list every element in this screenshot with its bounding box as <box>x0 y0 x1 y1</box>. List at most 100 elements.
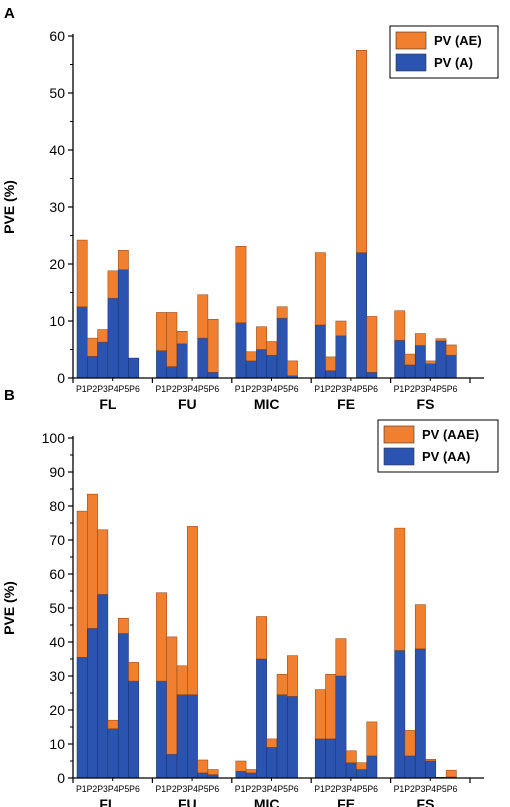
bar-FL-p1-bottom <box>76 657 88 779</box>
bar-FS-p4-top <box>425 360 437 364</box>
bar-FL-p4-bottom <box>107 728 119 779</box>
sub-label-MIC: P1P2P3P4P5P6 <box>235 784 299 795</box>
bar-MIC-p1-top <box>235 760 247 772</box>
group-label-MIC: MIC <box>254 396 280 412</box>
bar-FL-p5-top <box>117 617 129 634</box>
bar-FU-p1-bottom <box>156 680 167 779</box>
bar-FS-p4-bottom <box>425 363 437 379</box>
group-label-FS: FS <box>417 796 435 807</box>
bar-FL-p6-top <box>128 662 140 682</box>
bar-FE-p3-bottom <box>335 675 347 779</box>
bar-FS-p3-bottom <box>414 345 426 379</box>
y-tick-label: 30 <box>49 668 65 684</box>
bar-MIC-p6-top <box>287 655 298 697</box>
bar-FU-p5-bottom <box>197 772 209 779</box>
bar-MIC-p3-top <box>256 326 267 350</box>
y-tick-label: 90 <box>49 464 65 480</box>
sub-label-FU: P1P2P3P4P5P6 <box>155 784 219 795</box>
group-label-FU: FU <box>178 796 197 807</box>
bar-FE-p5-top <box>356 762 367 770</box>
bar-FU-p3-top <box>176 665 188 695</box>
bar-MIC-p3-bottom <box>256 658 267 779</box>
y-tick-label: 50 <box>49 600 65 616</box>
bar-FL-p5-bottom <box>117 269 129 379</box>
group-label-FS: FS <box>417 396 435 412</box>
bar-FE-p3-top <box>335 320 347 337</box>
bar-FE-p3-bottom <box>335 335 347 379</box>
bar-FE-p2-top <box>325 356 337 371</box>
bar-FU-p4-bottom <box>187 694 198 779</box>
bar-FS-p3-top <box>414 604 426 650</box>
legend-swatch <box>383 425 415 444</box>
bar-FS-p2-bottom <box>404 364 416 379</box>
y-axis-label: PVE (%) <box>1 581 17 635</box>
bar-FL-p4-top <box>107 270 119 299</box>
bar-FE-p2-bottom <box>325 738 337 779</box>
bar-FU-p2-top <box>166 636 178 755</box>
y-tick-label: 10 <box>49 736 65 752</box>
bar-FE-p2-bottom <box>325 370 337 379</box>
y-tick-label: 50 <box>49 85 65 101</box>
y-tick-label: 70 <box>49 532 65 548</box>
bar-FL-p1-top <box>76 510 88 658</box>
legend-swatch <box>395 53 427 72</box>
bar-FE-p1-bottom <box>314 738 326 779</box>
bar-FL-p6-bottom <box>128 680 140 779</box>
bar-FS-p2-top <box>404 353 416 366</box>
sub-label-FS: P1P2P3P4P5P6 <box>394 384 458 395</box>
bar-FE-p1-top <box>314 252 326 326</box>
bar-FL-p3-top <box>97 329 109 343</box>
y-tick-label: 30 <box>49 199 65 215</box>
bar-FS-p3-bottom <box>414 648 426 779</box>
group-label-FL: FL <box>99 396 117 412</box>
y-axis-label: PVE (%) <box>1 180 17 234</box>
bar-FE-p4-bottom <box>345 762 357 779</box>
y-tick-label: 0 <box>57 770 65 786</box>
sub-label-FL: P1P2P3P4P5P6 <box>76 784 140 795</box>
sub-label-FU: P1P2P3P4P5P6 <box>155 384 219 395</box>
legend-entry: PV (AA) <box>422 449 470 464</box>
bar-MIC-p1-bottom <box>235 322 247 379</box>
bar-FS-p1-top <box>394 527 406 651</box>
bar-FS-p2-top <box>404 730 416 757</box>
legend-swatch <box>383 447 415 466</box>
y-tick-label: 60 <box>49 566 65 582</box>
bar-FS-p4-bottom <box>425 760 437 779</box>
bar-FE-p6-top <box>366 721 378 757</box>
group-label-FL: FL <box>99 796 117 807</box>
bar-FE-p5-bottom <box>356 769 367 779</box>
y-tick-label: 80 <box>49 498 65 514</box>
bar-MIC-p3-bottom <box>256 349 267 379</box>
bar-FE-p1-bottom <box>314 324 326 379</box>
bar-FE-p5-top <box>356 50 367 253</box>
bar-MIC-p4-bottom <box>266 747 278 779</box>
bar-MIC-p5-top <box>276 306 288 319</box>
bar-FU-p6-bottom <box>207 372 219 379</box>
y-tick-label: 40 <box>49 142 65 158</box>
y-tick-label: 20 <box>49 256 65 272</box>
bar-MIC-p4-top <box>266 341 278 356</box>
sub-label-FS: P1P2P3P4P5P6 <box>394 784 458 795</box>
bar-MIC-p6-top <box>287 360 298 376</box>
bar-FS-p5-bottom <box>435 340 447 379</box>
bar-FS-p2-bottom <box>404 755 416 779</box>
bar-FE-p4-top <box>345 750 357 763</box>
bar-FU-p4-top <box>187 526 198 695</box>
bar-MIC-p3-top <box>256 616 267 660</box>
bar-MIC-p5-bottom <box>276 317 288 379</box>
bar-FU-p6-top <box>207 769 219 775</box>
bar-FE-p6-bottom <box>366 755 378 779</box>
sub-label-MIC: P1P2P3P4P5P6 <box>235 384 299 395</box>
y-tick-label: 100 <box>42 430 66 446</box>
bar-MIC-p5-top <box>276 674 288 695</box>
group-label-FE: FE <box>337 796 355 807</box>
bar-FU-p5-top <box>197 294 209 339</box>
y-tick-label: 0 <box>57 370 65 386</box>
bar-FS-p6-top <box>445 344 457 356</box>
y-tick-label: 10 <box>49 313 65 329</box>
group-label-MIC: MIC <box>254 796 280 807</box>
bar-MIC-p4-bottom <box>266 354 278 379</box>
bar-MIC-p2-top <box>245 351 257 362</box>
